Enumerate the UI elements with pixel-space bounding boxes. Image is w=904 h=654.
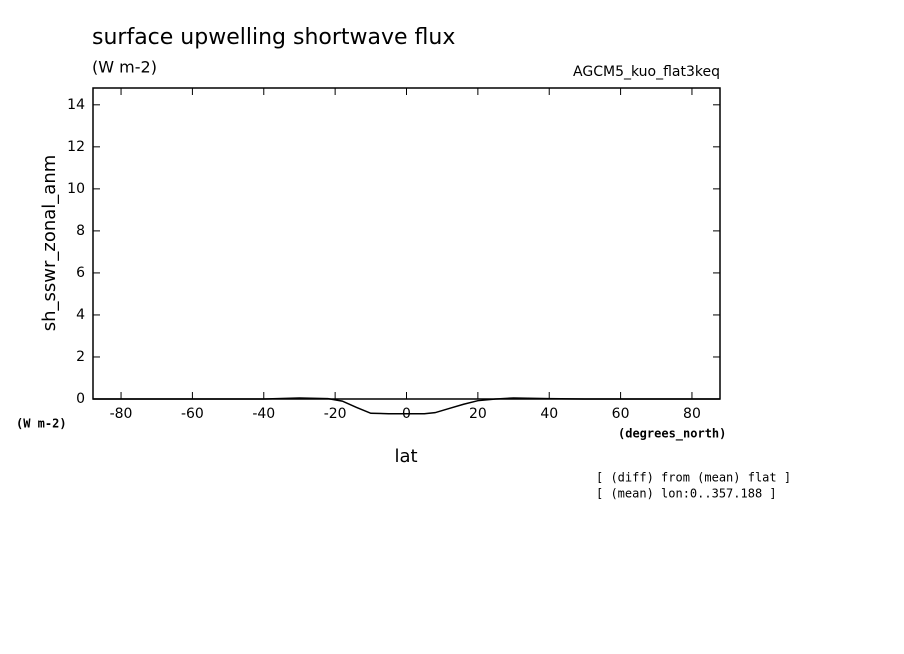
y-tick-label: 2 xyxy=(76,349,85,365)
y-tick-label: 12 xyxy=(67,139,85,155)
line xyxy=(93,397,720,415)
x-tick-label: -60 xyxy=(181,406,204,422)
x-tick-label: -40 xyxy=(252,406,275,422)
y-tick-label: 4 xyxy=(76,307,85,323)
x-tick-label: 60 xyxy=(612,406,630,422)
x-tick-label: -20 xyxy=(324,406,347,422)
x-axis-label: lat xyxy=(394,446,417,467)
chart-title: surface upwelling shortwave flux xyxy=(92,25,455,50)
x-tick-label: 80 xyxy=(683,406,701,422)
y-tick-label: 14 xyxy=(67,97,85,113)
y-tick-label: 10 xyxy=(67,181,85,197)
chart-subtitle: (W m-2) xyxy=(92,58,157,77)
x-tick-label: 20 xyxy=(469,406,487,422)
plot-frame xyxy=(92,87,721,400)
y-axis-label: sh_sswr_zonal_anm xyxy=(39,155,60,332)
x-unit: (degrees_north) xyxy=(618,427,726,442)
y-tick-label: 6 xyxy=(76,265,85,281)
x-tick-label: 40 xyxy=(540,406,558,422)
x-tick-label: -80 xyxy=(110,406,133,422)
y-tick-label: 0 xyxy=(76,391,85,407)
note: [ (diff) from (mean) flat ] xyxy=(596,471,791,485)
annotation: AGCM5_kuo_flat3keq xyxy=(573,64,720,80)
y-tick-label: 8 xyxy=(76,223,85,239)
note: [ (mean) lon:0..357.188 ] xyxy=(596,487,777,501)
y-unit: (W m-2) xyxy=(16,417,67,431)
